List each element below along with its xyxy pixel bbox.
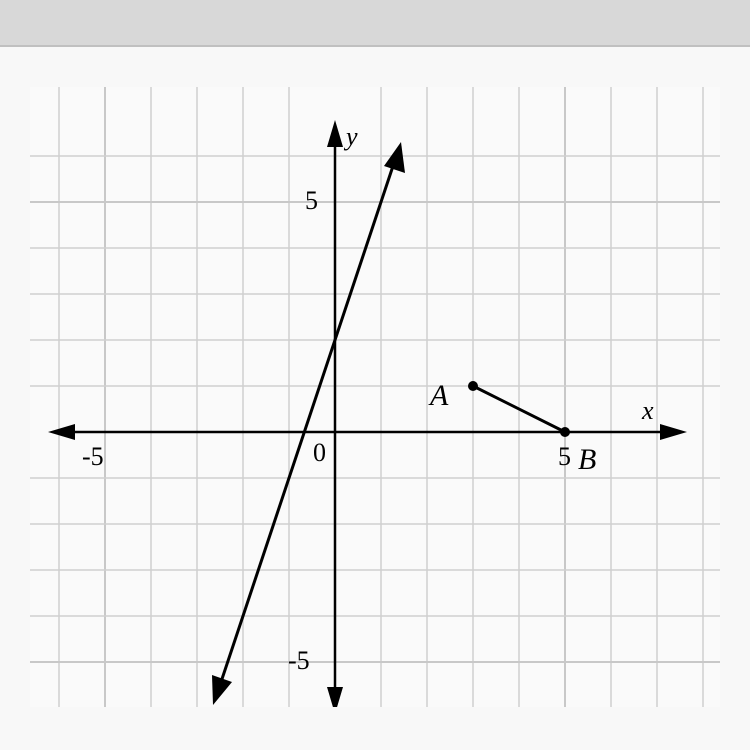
- y-tick-neg5: -5: [288, 646, 310, 675]
- y-tick-5: 5: [305, 186, 318, 215]
- point-a-label: A: [428, 379, 449, 412]
- y-axis: [327, 120, 343, 707]
- x-axis: [48, 424, 687, 440]
- y-axis-label: y: [343, 122, 358, 151]
- point-a: [468, 381, 478, 391]
- x-axis-label: x: [641, 396, 654, 425]
- origin-label: 0: [313, 438, 326, 467]
- point-b-label: B: [578, 443, 596, 476]
- point-b: [560, 427, 570, 437]
- content-area: y x 5 -5 -5 5 0 A B: [0, 47, 750, 750]
- diagonal-line: [212, 142, 405, 705]
- chart-svg: y x 5 -5 -5 5 0 A B: [30, 87, 720, 707]
- window-top-bar: [0, 0, 750, 47]
- x-tick-5: 5: [558, 442, 571, 471]
- x-tick-neg5: -5: [82, 442, 104, 471]
- grid-vertical: [59, 87, 703, 707]
- grid-horizontal: [30, 156, 720, 662]
- coordinate-plane-chart: y x 5 -5 -5 5 0 A B: [30, 87, 720, 707]
